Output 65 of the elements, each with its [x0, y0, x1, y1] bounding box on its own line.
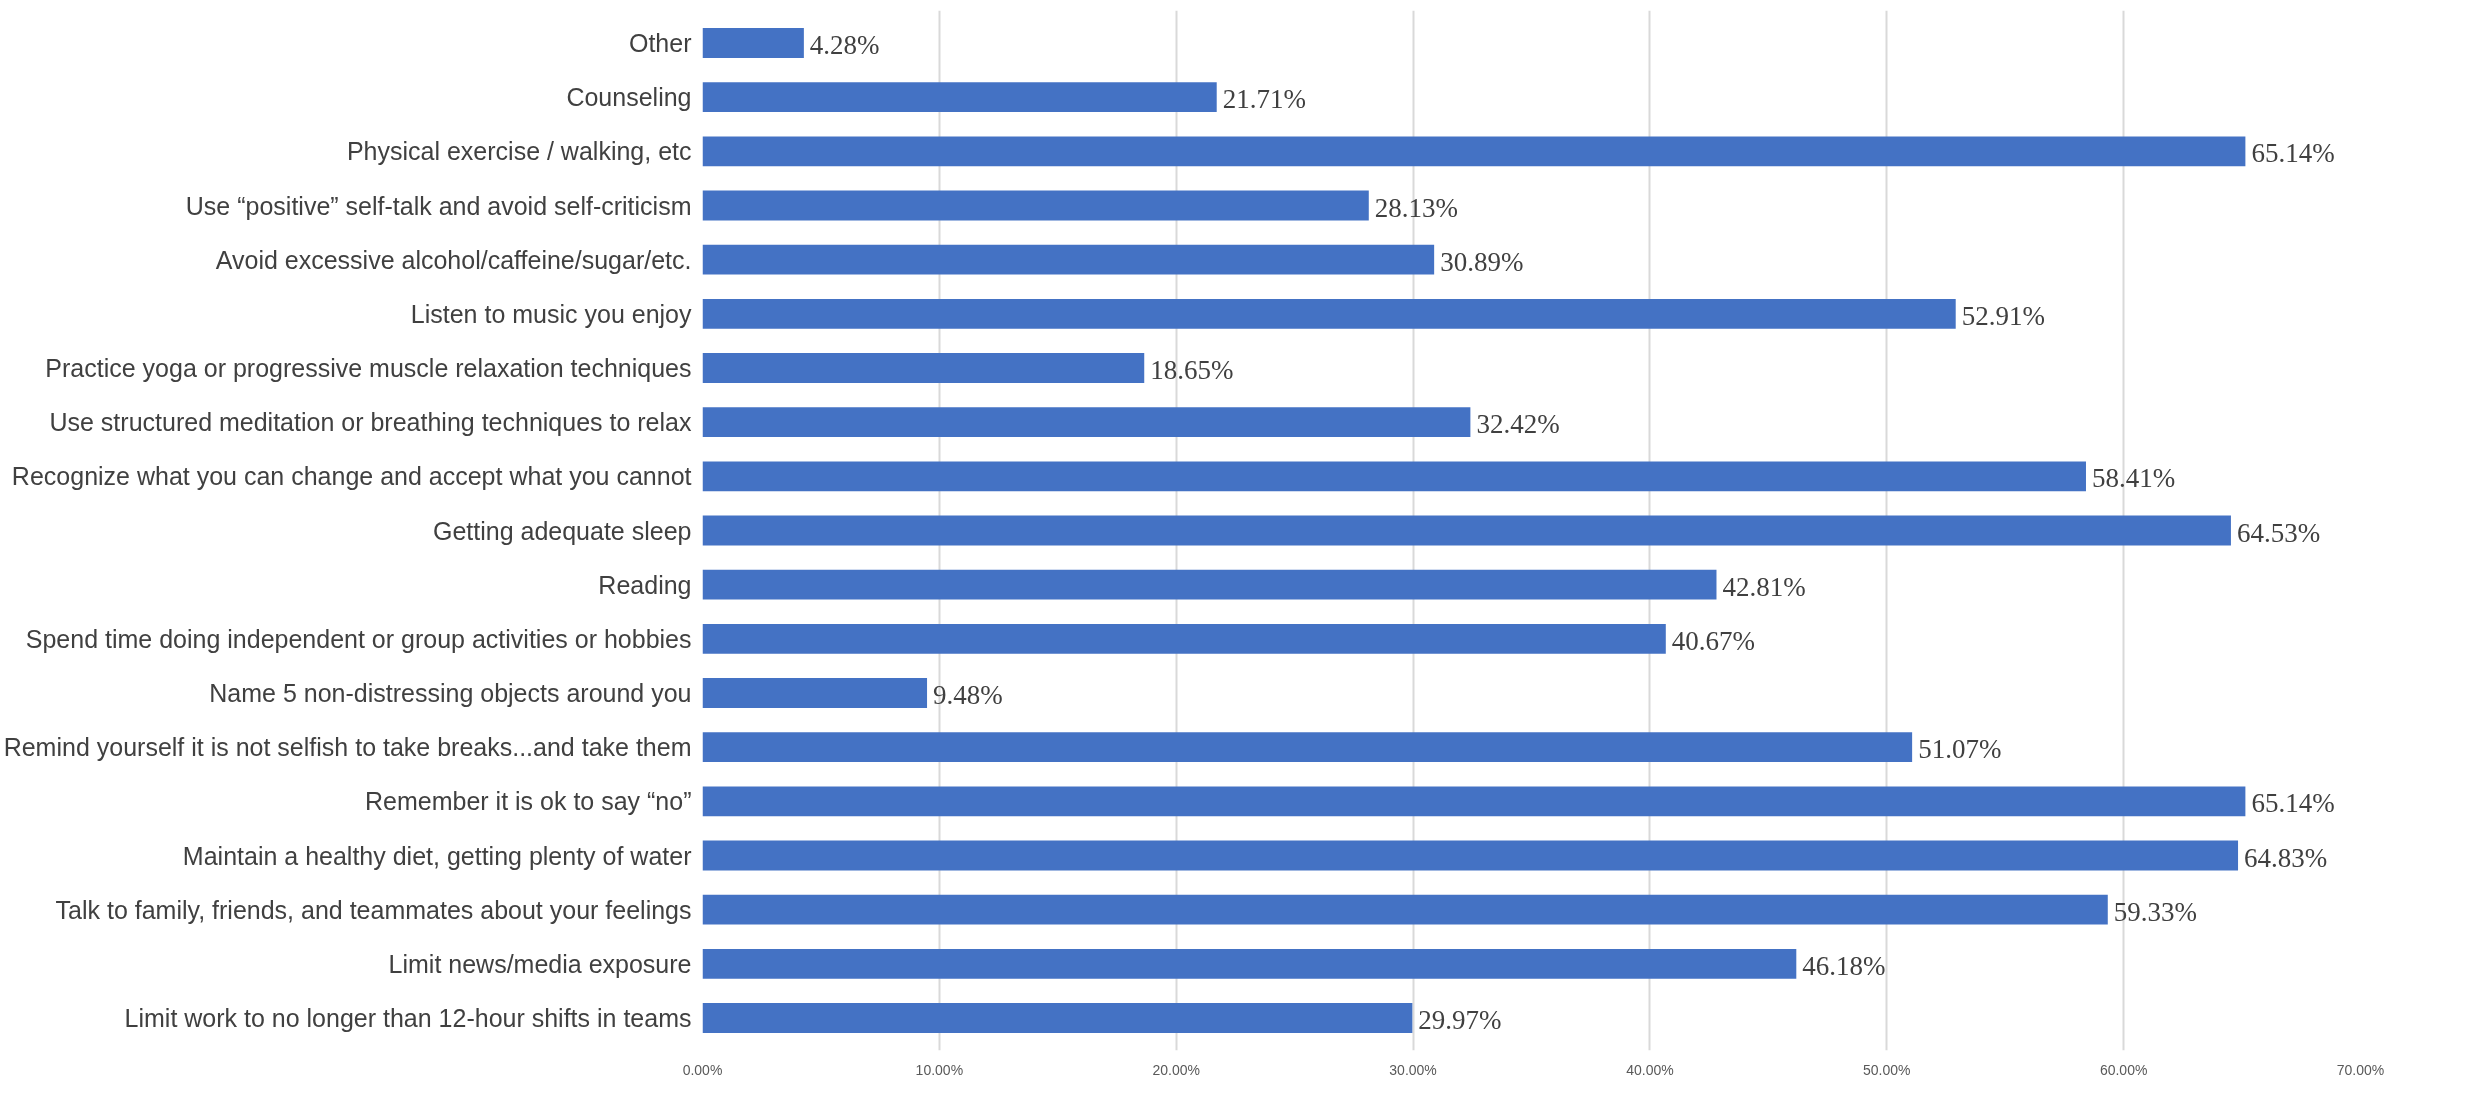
data-label: 65.14%: [2251, 788, 2335, 819]
bar: [702, 136, 2246, 167]
bar: [702, 298, 1956, 329]
bar: [702, 732, 1913, 763]
x-tick-label: 20.00%: [1152, 1061, 1200, 1078]
y-tick-label: Physical exercise / walking, etc: [346, 137, 692, 166]
y-tick-label: Limit news/media exposure: [388, 949, 692, 978]
data-label: 21.71%: [1222, 84, 1306, 115]
y-tick-label: Use structured meditation or breathing techniques to relax: [49, 408, 692, 437]
bar: [702, 678, 928, 708]
y-tick-label: Getting adequate sleep: [432, 516, 692, 545]
bar: [702, 244, 1435, 275]
bar: [702, 515, 2231, 546]
x-tick-label: 40.00%: [1626, 1061, 1674, 1078]
y-tick-label: Other: [628, 29, 692, 57]
y-tick-label: Reading: [598, 570, 692, 599]
y-tick-label: Practice yoga or progressive muscle relaxation techniques: [45, 354, 692, 382]
bar: [702, 82, 1217, 113]
y-tick-label: Use “positive” self-talk and avoid self-criticism: [185, 191, 692, 220]
data-label: 64.53%: [2236, 517, 2321, 548]
data-label: 46.18%: [1802, 950, 1886, 981]
bar: [702, 569, 1717, 600]
data-label: 65.14%: [2251, 138, 2335, 169]
bar: [702, 894, 2108, 925]
y-tick-label: Avoid excessive alcohol/caffeine/sugar/etc.: [215, 245, 692, 274]
data-label: 32.42%: [1476, 409, 1560, 440]
y-tick-label: Name 5 non-distressing objects around you: [209, 679, 692, 707]
bar: [702, 1003, 1413, 1033]
data-label: 29.97%: [1418, 1005, 1502, 1035]
y-tick-label: Listen to music you enjoy: [410, 299, 692, 328]
x-tick-label: 30.00%: [1389, 1061, 1437, 1078]
data-label: 59.33%: [2113, 896, 2198, 927]
data-label: 52.91%: [1961, 300, 2045, 331]
bar: [702, 623, 1666, 654]
data-label: 9.48%: [933, 680, 1003, 710]
data-label: 28.13%: [1374, 192, 1459, 223]
bar: [702, 190, 1369, 221]
y-tick-label: Maintain a healthy diet, getting plenty of water: [182, 841, 692, 870]
data-label: 40.67%: [1671, 625, 1756, 656]
data-label: 4.28%: [809, 30, 880, 60]
y-tick-label: Counseling: [566, 83, 692, 112]
bar: [702, 461, 2086, 492]
bar: [702, 786, 2246, 817]
data-label: 51.07%: [1918, 734, 2002, 765]
x-tick-label: 50.00%: [1863, 1061, 1911, 1078]
data-label: 18.65%: [1150, 355, 1234, 385]
y-tick-label: Spend time doing independent or group activities or hobbies: [25, 624, 692, 653]
x-tick-label: 10.00%: [915, 1061, 964, 1078]
data-label: 64.83%: [2244, 842, 2328, 873]
bar: [702, 407, 1471, 438]
data-label: 42.81%: [1722, 571, 1806, 602]
x-tick-label: 60.00%: [2099, 1061, 2148, 1078]
y-tick-label: Recognize what you can change and accept what you cannot: [11, 462, 692, 491]
y-tick-label: Remember it is ok to say “no”: [365, 787, 692, 816]
y-tick-label: Remind yourself it is not selfish to take breaks...and take them: [3, 733, 692, 762]
data-label: 58.41%: [2091, 463, 2176, 494]
bar: [702, 948, 1797, 979]
x-tick-label: 0.00%: [682, 1061, 723, 1078]
bar: [702, 28, 804, 58]
x-tick-label: 70.00%: [2336, 1061, 2385, 1078]
data-label: 30.89%: [1440, 246, 1524, 277]
y-tick-label: Limit work to no longer than 12-hour shifts in teams: [124, 1004, 692, 1032]
bar: [702, 840, 2239, 871]
y-tick-label: Talk to family, friends, and teammates about your feelings: [55, 895, 692, 924]
bar: [702, 353, 1145, 383]
